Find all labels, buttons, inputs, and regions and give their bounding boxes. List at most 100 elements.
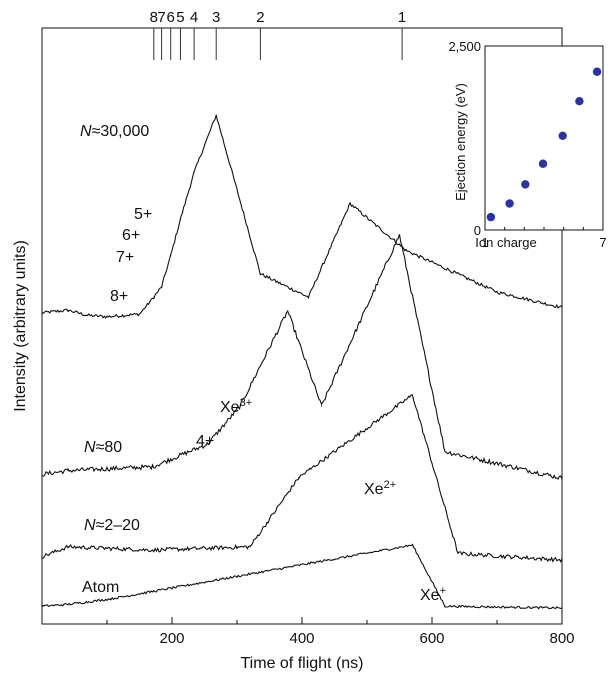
charge-marker-label: 8 (150, 9, 158, 26)
peak-label-7+: 7+ (116, 249, 134, 266)
charge-marker-label: 6 (167, 9, 175, 26)
y-axis-title: Intensity (arbitrary units) (12, 240, 29, 412)
trace-point (151, 466, 154, 468)
inset-x-tick-label: 7 (599, 235, 606, 250)
series-label-n30000-part: ≈30,000 (92, 123, 150, 140)
peak-label-xe3-base: Xe (220, 399, 240, 416)
peak-label-xe2: Xe2+ (364, 479, 396, 498)
trace-line (41, 543, 563, 610)
series-label-n80-part: N (84, 439, 96, 456)
trace-point (320, 405, 323, 407)
trace-point (307, 296, 310, 298)
charge-marker-label: 3 (212, 9, 220, 26)
charge-marker-label: 7 (157, 9, 165, 26)
trace-point (153, 296, 155, 298)
main-plot-frame (41, 27, 563, 625)
peak-label-xe3-sup: 3+ (240, 397, 253, 409)
trace-point (444, 605, 446, 607)
x-tick-label: 800 (549, 630, 574, 647)
trace-point (349, 203, 351, 205)
trace-point (170, 255, 172, 257)
trace-point (298, 476, 300, 479)
trace-point (411, 394, 414, 396)
peak-label-xe2-base: Xe (364, 481, 384, 498)
inset-data-point (592, 67, 602, 76)
trace-labels: N≈30,000N≈80N≈2–20Atom8+7+6+5+4+Xe3+Xe2+… (80, 123, 446, 604)
trace-point (287, 310, 289, 312)
trace-point (561, 477, 563, 479)
x-tick-label: 600 (419, 630, 444, 647)
trace-point (41, 605, 43, 607)
trace-point (41, 473, 43, 475)
peak-label-6+: 6+ (122, 227, 140, 244)
charge-marker-label: 5 (176, 9, 184, 26)
trace-point (67, 470, 69, 472)
inset-x-title: Ion charge (475, 235, 536, 250)
trace-point (193, 171, 195, 173)
inset-data-point (486, 212, 496, 222)
trace-point (161, 286, 163, 288)
inset-y-title: Ejection energy (eV) (453, 83, 468, 201)
trace-point (405, 249, 407, 251)
trace-point (109, 598, 111, 600)
inset-x-tick-label: 1 (481, 235, 488, 250)
trace-point (398, 234, 401, 236)
inset-data-point (538, 159, 548, 168)
series-label-n2-20-part: ≈2–20 (96, 517, 140, 534)
x-tick-label: 400 (289, 630, 314, 647)
peak-label-xe1: Xe+ (420, 585, 446, 604)
trace-line (41, 114, 563, 319)
x-axis: 200 400 600 800 (106, 617, 575, 647)
trace-point (411, 544, 414, 546)
peak-label-xe2-sup: 2+ (384, 479, 397, 491)
traces (41, 114, 563, 610)
trace-point (179, 218, 182, 220)
trace-point (106, 316, 108, 318)
series-label-n80: N≈80 (84, 439, 122, 456)
x-axis-title: Time of flight (ns) (241, 655, 364, 672)
series-label-n30000-part: N (80, 123, 92, 140)
peak-label-xe1-sup: + (440, 585, 446, 597)
trace-point (561, 307, 563, 309)
series-label-atom-part: Atom (82, 579, 119, 596)
trace-point (561, 559, 563, 561)
trace-point (67, 603, 69, 606)
trace-point (41, 556, 43, 558)
trace-point (151, 549, 154, 551)
inset-y-tick-label: 0 (474, 223, 481, 238)
trace-point (41, 312, 43, 314)
trace-point (207, 443, 209, 445)
trace-point (259, 273, 261, 275)
inset-data-point (558, 131, 567, 140)
series-label-n2-20-part: N (84, 517, 96, 534)
trace-point (444, 451, 446, 453)
peak-label-xe3: Xe3+ (220, 397, 252, 416)
charge-marker-label: 4 (190, 9, 198, 26)
trace-point (67, 309, 69, 311)
trace-line (41, 234, 563, 481)
inset-frame (484, 45, 604, 231)
series-label-n2-20: N≈2–20 (84, 517, 140, 534)
trace-point (239, 405, 241, 407)
series-label-atom: Atom (82, 579, 119, 596)
inset-data-point (521, 180, 530, 189)
trace-point (249, 546, 251, 548)
trace-point (561, 607, 563, 609)
trace-point (67, 546, 69, 548)
inset-data-point (505, 199, 514, 208)
x-tick-label: 200 (159, 630, 184, 647)
inset-y-tick-label: 2,500 (448, 39, 481, 54)
peak-label-4plus: 4+ (196, 433, 214, 450)
peak-label-5+: 5+ (134, 206, 152, 223)
trace-point (457, 552, 459, 555)
trace-point (215, 114, 217, 116)
charge-marker-label: 1 (398, 9, 406, 26)
trace-point (138, 313, 141, 315)
series-label-n30000: N≈30,000 (80, 123, 149, 140)
inset-data-point (575, 97, 584, 106)
trace-point (86, 314, 89, 316)
inset-chart: 0 2,500 1 7 (448, 39, 606, 250)
trace-point (496, 291, 498, 293)
